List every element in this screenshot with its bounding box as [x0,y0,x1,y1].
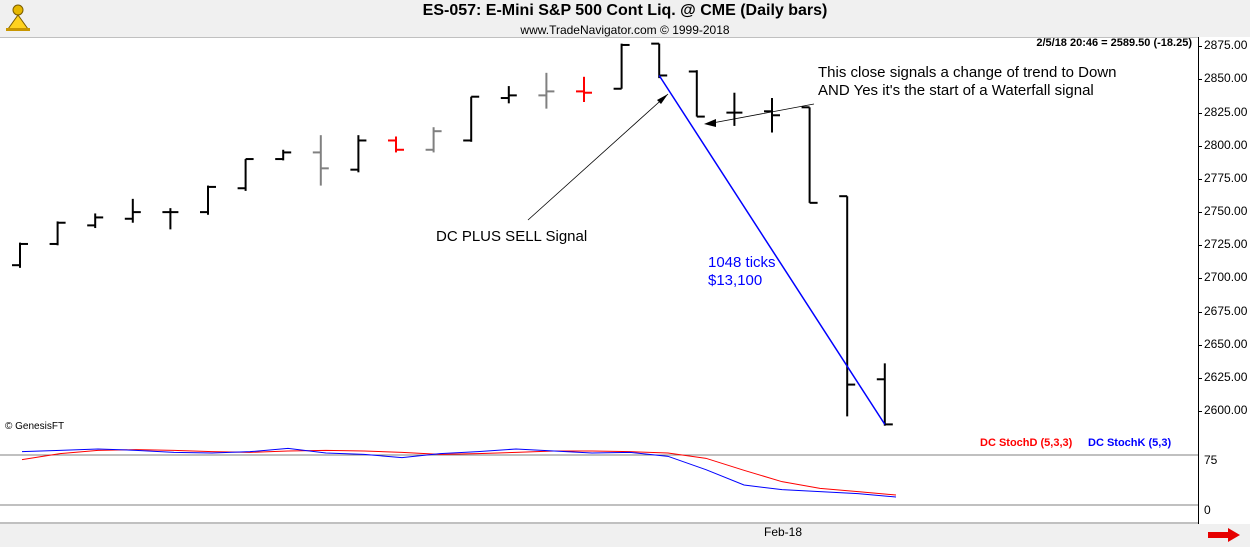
y-tick-label: 2725.00 [1204,237,1248,252]
genesis-logo-icon [4,3,32,33]
ohlc-bar [162,208,179,230]
y-tick-label: 2825.00 [1204,104,1248,119]
y-tick-mark [1198,278,1202,280]
ohlc-bar [463,95,480,142]
y-tick-label: 2750.00 [1204,204,1248,219]
ohlc-bar [726,92,743,126]
y-tick-mark [1198,178,1202,180]
trend-note-line2: AND Yes it's the start of a Waterfall si… [818,82,1094,99]
last-quote: 2/5/18 20:46 = 2589.50 (-18.25) [1036,37,1192,49]
ohlc-bar [350,135,367,173]
price-panel[interactable] [0,37,1198,436]
trend-note-arrow [706,103,815,125]
x-tick-feb-18: Feb-18 [764,525,803,539]
trend-line [658,75,886,425]
dollars-note: $13,100 [708,272,763,289]
ticks-note: 1048 ticks [708,254,776,271]
ohlc-bar [388,136,404,153]
y-tick-mark [1198,245,1202,247]
stochd-line [21,449,897,496]
ohlc-bar [764,98,780,133]
ohlc-bar [49,221,66,246]
ohlc-bar [839,195,856,417]
chart-subtitle: www.TradeNavigator.com © 1999-2018 [520,23,730,37]
y-tick-mark [1198,344,1202,346]
y-tick-mark [1198,411,1202,413]
copyright: © GenesisFT [5,421,65,432]
ohlc-bar [613,43,630,90]
ohlc-bar [688,70,705,118]
trend-note-arrowhead [704,119,716,127]
signal-arrowhead [657,94,668,104]
y-tick-mark [1198,377,1202,379]
ohlc-bar [538,72,555,109]
ohlc-bar [425,127,442,153]
ohlc-bar [651,42,668,79]
y-tick-label: 2800.00 [1204,137,1248,152]
stochd-legend: DC StochD (5,3,3) [980,437,1073,449]
ohlc-bar [12,242,28,268]
scroll-right-arrow-icon[interactable] [1208,528,1240,542]
y-tick-mark [1198,311,1202,313]
ohlc-bar [576,76,592,103]
stochastic-chart [0,447,1198,524]
ohlc-bar [312,135,329,186]
ohlc-bar [124,198,141,223]
ohlc-bar [200,185,216,215]
y-tick-mark [1198,145,1202,147]
ohlc-bar [275,149,292,161]
y-tick-label: 2675.00 [1204,303,1248,318]
trend-note-line1: This close signals a change of trend to … [818,64,1117,81]
ohlc-bar [237,158,254,191]
y-tick-mark [1198,79,1202,81]
ohlc-bar [801,106,818,204]
y-tick-label: 2600.00 [1204,403,1248,418]
y-tick-mark [1198,112,1202,114]
price-chart [12,42,893,426]
ohlc-bar [87,213,104,229]
y-tick-label: 2775.00 [1204,170,1248,185]
ohlc-bar [500,86,517,104]
y-tick-mark [1198,212,1202,214]
chart-title: ES-057: E-Mini S&P 500 Cont Liq. @ CME (… [422,2,828,19]
y-tick-mark [1198,46,1202,48]
stochk-line [21,447,897,498]
stoch-y-tick-label: 75 [1204,453,1218,467]
stochk-legend: DC StochK (5,3) [1088,437,1172,449]
y-tick-label: 2625.00 [1204,369,1248,384]
y-tick-label: 2875.00 [1204,38,1248,53]
signal-arrow [527,93,669,221]
price-axis [1198,37,1250,524]
y-tick-label: 2650.00 [1204,336,1248,351]
ohlc-bar [876,363,893,426]
y-tick-label: 2850.00 [1204,71,1248,86]
signal-note: DC PLUS SELL Signal [436,228,588,245]
y-tick-label: 2700.00 [1204,270,1248,285]
stoch-y-tick-label: 0 [1204,503,1211,517]
